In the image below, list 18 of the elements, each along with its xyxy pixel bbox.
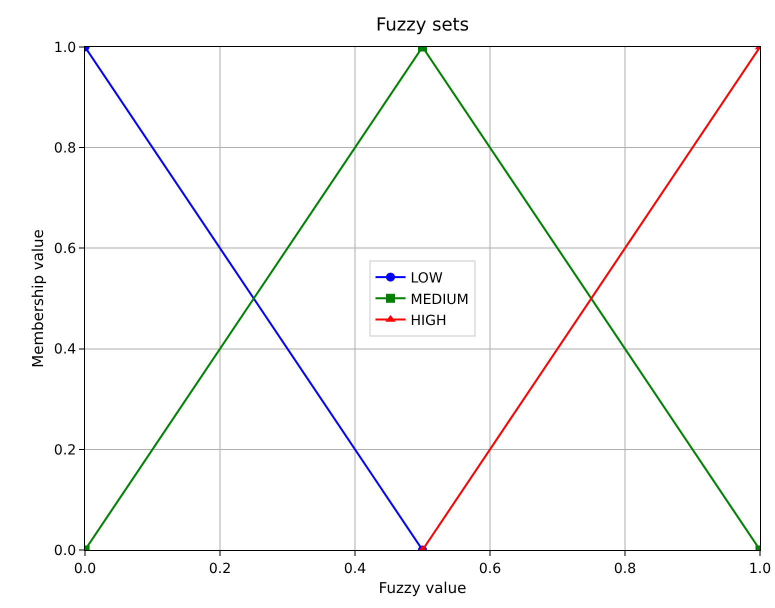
x-tick-label: 0.6	[478, 560, 502, 577]
y-tick-label: 0.6	[54, 241, 76, 258]
x-tick-label: 0.2	[208, 560, 232, 577]
chart-title: Fuzzy sets	[376, 14, 469, 36]
legend-label: LOW	[410, 270, 443, 287]
y-tick-label: 0.0	[54, 542, 76, 559]
legend-label: HIGH	[410, 312, 447, 329]
y-axis-title: Membership value	[29, 229, 48, 368]
x-tick-label: 0.8	[614, 560, 636, 577]
y-tick-label: 0.4	[54, 342, 76, 358]
x-tick-label: 0.0	[74, 560, 96, 577]
x-axis-title: Fuzzy value	[378, 578, 466, 597]
x-tick-label: 1.0	[748, 560, 772, 577]
y-tick-label: 1.0	[54, 40, 76, 56]
legend-label: MEDIUM	[410, 292, 469, 308]
y-tick-label: 0.2	[54, 442, 76, 458]
x-tick-label: 0.4	[344, 560, 366, 577]
y-tick-label: 0.8	[54, 140, 76, 156]
